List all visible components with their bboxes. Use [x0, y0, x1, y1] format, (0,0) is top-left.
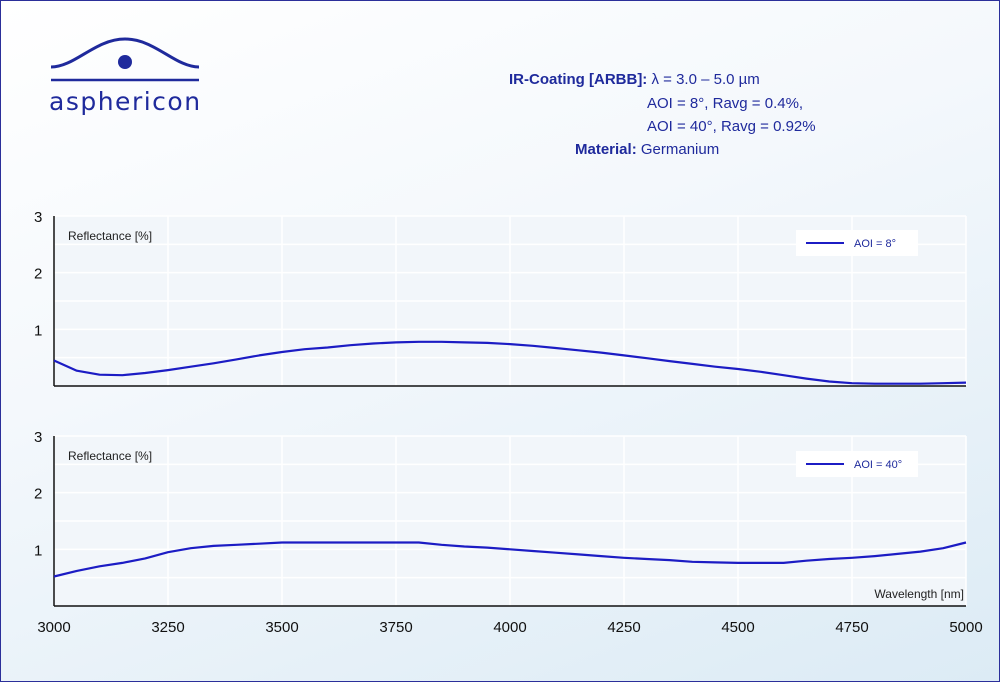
- x-tick-label: 4000: [493, 619, 526, 636]
- y-axis-label: Reflectance [%]: [68, 229, 152, 243]
- coating-spec-line: IR-Coating [ARBB]: λ = 3.0 – 5.0 µm: [509, 71, 760, 88]
- x-axis-label: Wavelength [nm]: [874, 587, 964, 601]
- material-spec-line: Material: Germanium: [575, 141, 719, 158]
- x-tick-label: 3750: [379, 619, 412, 636]
- aoi-40-spec: AOI = 40°, Ravg = 0.92%: [647, 118, 816, 135]
- x-tick-label: 3250: [151, 619, 184, 636]
- y-axis-label: Reflectance [%]: [68, 449, 152, 463]
- coating-range: λ = 3.0 – 5.0 µm: [651, 71, 760, 88]
- logo-eye-icon: [50, 37, 200, 82]
- material-value: Germanium: [640, 141, 720, 158]
- legend-label: AOI = 8°: [854, 238, 896, 250]
- legend-label: AOI = 40°: [854, 459, 902, 471]
- y-tick-label: 2: [34, 486, 42, 503]
- x-tick-label: 3500: [265, 619, 298, 636]
- aoi-8-spec: AOI = 8°, Ravg = 0.4%,: [647, 95, 804, 112]
- coating-label: IR-Coating [ARBB]:: [509, 71, 648, 88]
- x-tick-label: 3000: [37, 619, 70, 636]
- series-line: [53, 340, 967, 385]
- x-tick-label: 5000: [949, 619, 982, 636]
- x-tick-label: 4750: [835, 619, 868, 636]
- material-label: Material:: [575, 141, 637, 158]
- y-tick-label: 3: [34, 209, 42, 226]
- x-tick-label: 4250: [607, 619, 640, 636]
- y-tick-label: 1: [34, 542, 42, 559]
- series-line: [53, 541, 967, 578]
- x-tick-label: 4500: [721, 619, 754, 636]
- brand-name: asphericon: [49, 87, 202, 116]
- y-tick-label: 3: [34, 429, 42, 446]
- y-tick-label: 1: [34, 322, 42, 339]
- y-tick-label: 2: [34, 266, 42, 283]
